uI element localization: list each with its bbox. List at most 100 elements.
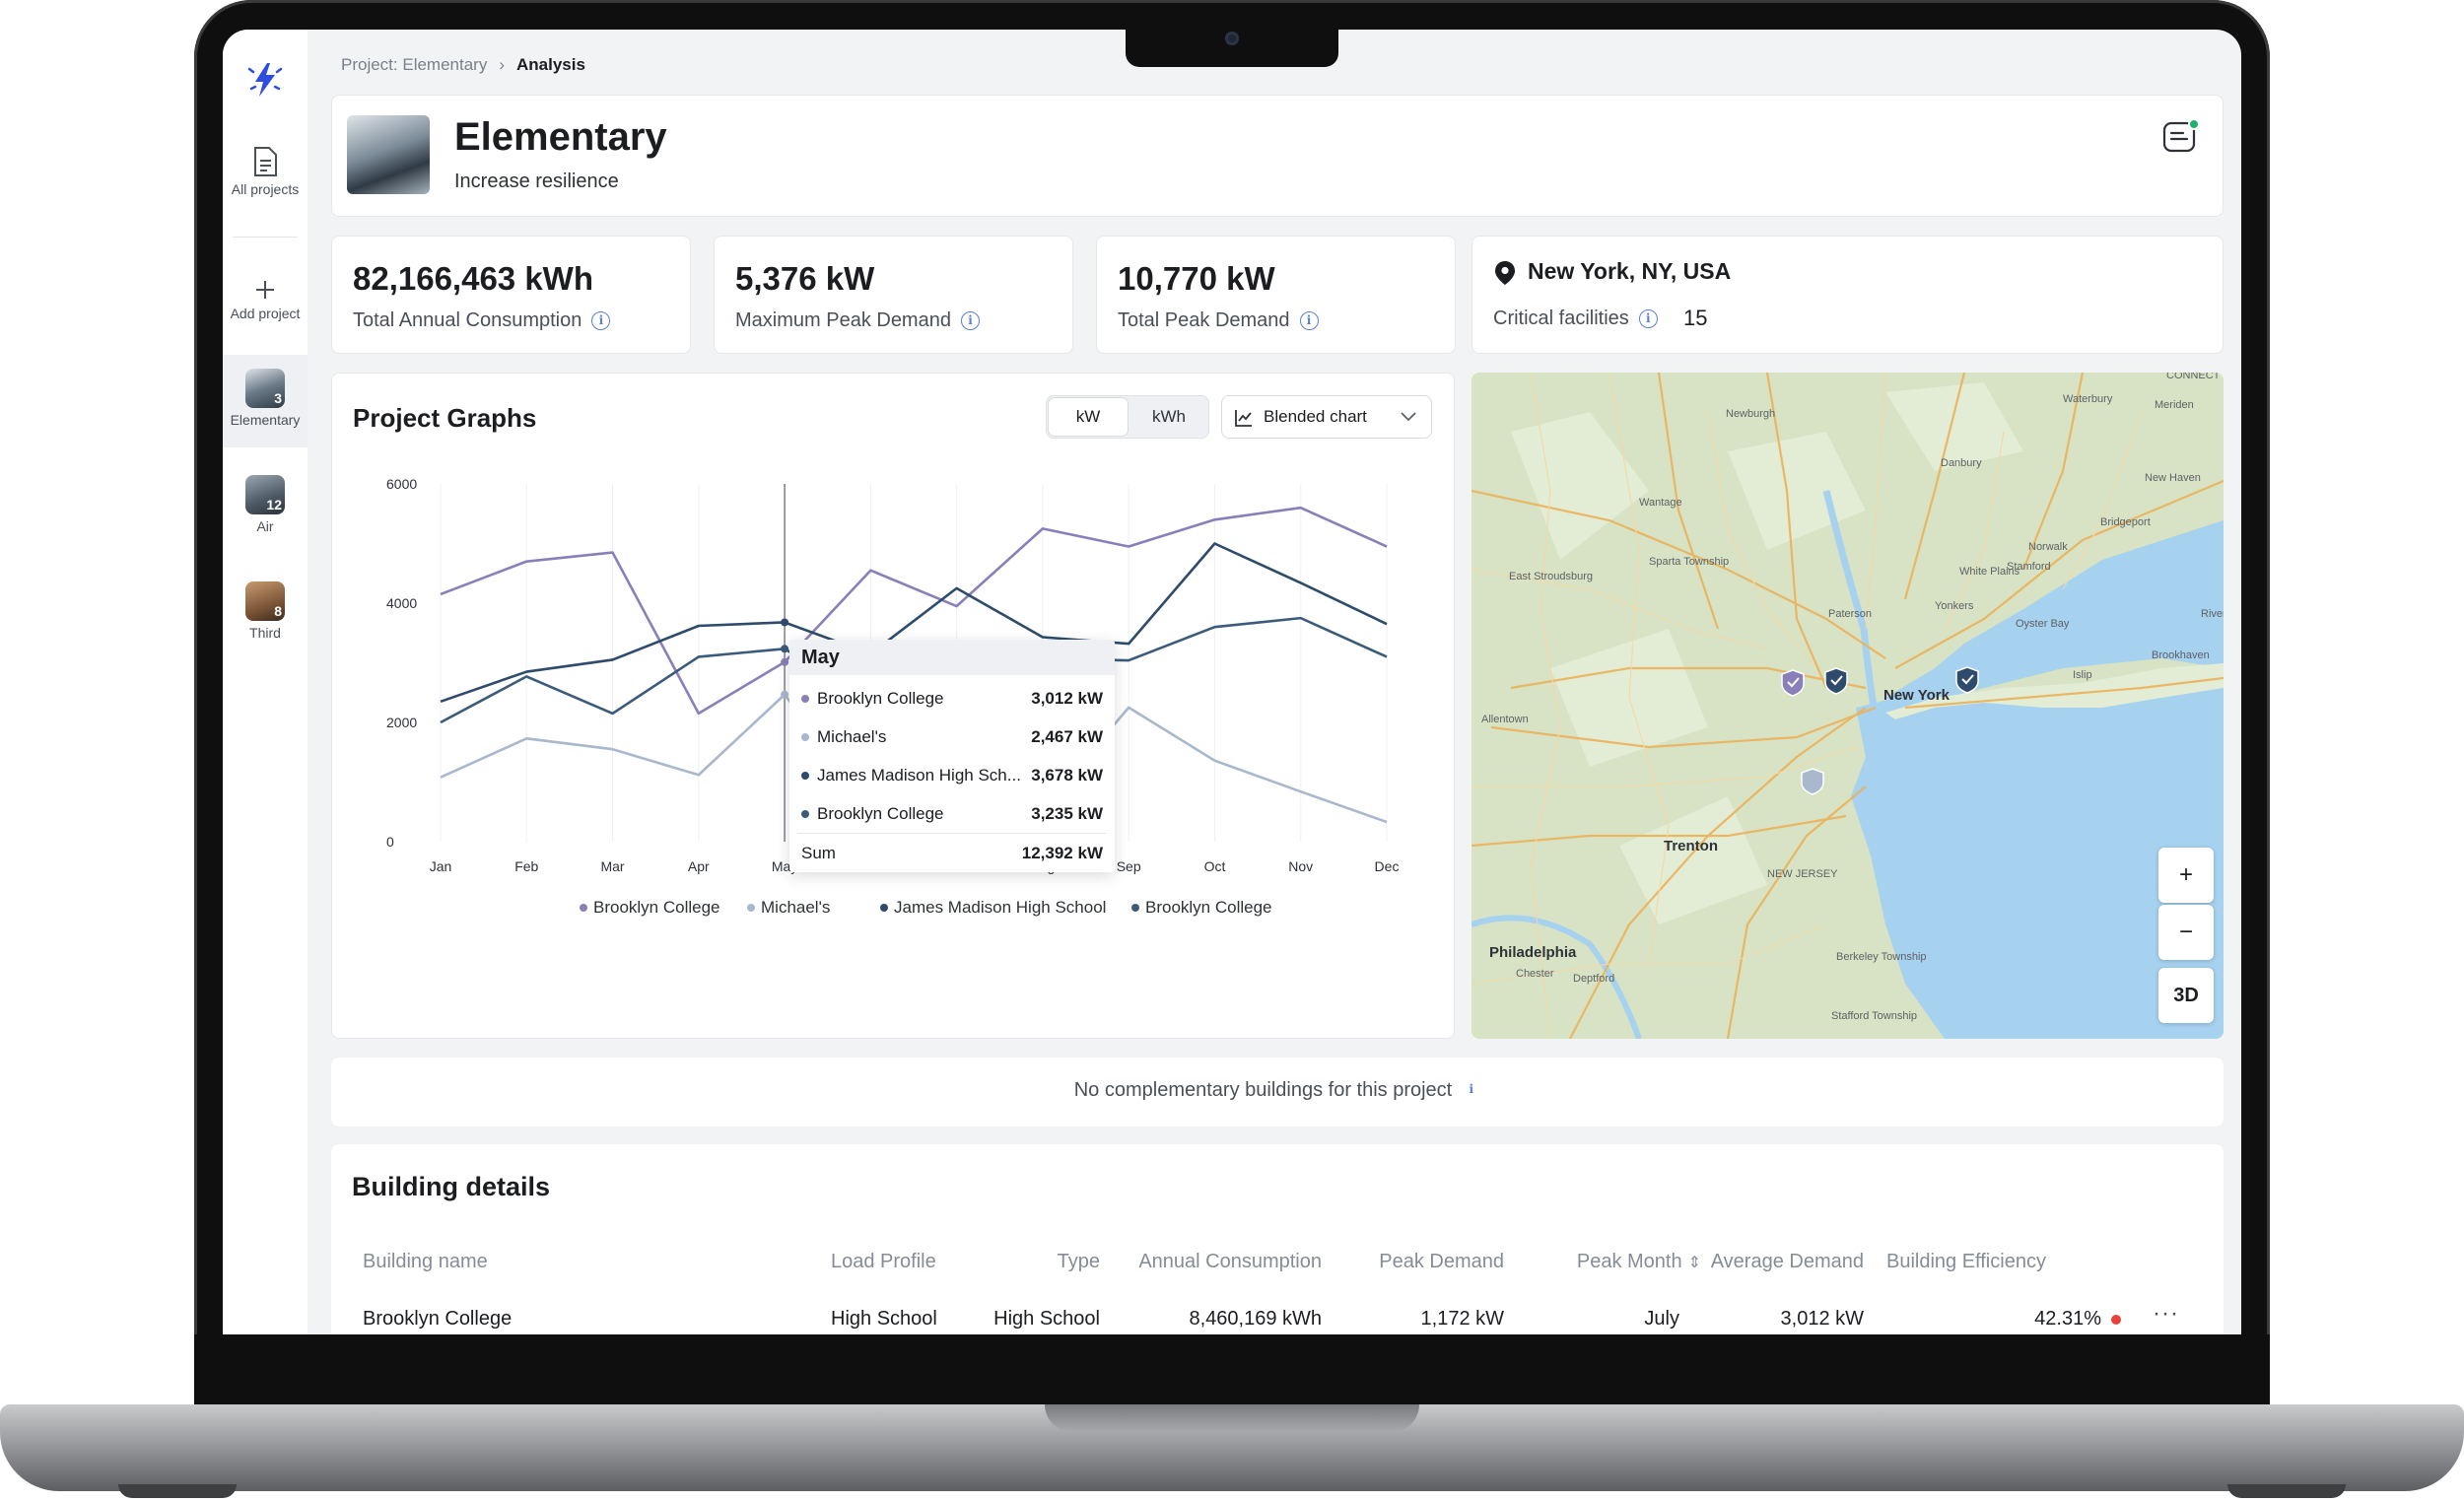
3d-view-button[interactable]: 3D [2158, 968, 2214, 1023]
line-chart-icon [1235, 410, 1252, 427]
sort-icon[interactable]: ⇕ [1687, 1255, 1701, 1271]
building-details-card: Building details Building name Load Prof… [331, 1144, 2224, 1334]
stat-label: Total Annual Consumption i [353, 309, 611, 332]
shield-marker-icon[interactable] [1781, 669, 1805, 697]
info-icon[interactable]: i [1638, 309, 1658, 329]
map-roads [1472, 373, 2143, 1039]
column-header[interactable]: Building Efficiency [1886, 1251, 2046, 1272]
stat-card-total-peak-demand: 10,770 kW Total Peak Demand i [1096, 236, 1456, 354]
stat-card-maximum-peak-demand: 5,376 kW Maximum Peak Demand i [714, 236, 1073, 354]
notice-text: No complementary buildings for this proj… [331, 1079, 2224, 1102]
plus-icon [256, 281, 274, 299]
tooltip-row: Michael's 2,467 kW [801, 727, 1103, 747]
map[interactable]: Newburgh Danbury Waterbury Meriden New Haven… [1472, 373, 2224, 1039]
breadcrumb-project-link[interactable]: Project: Elementary [341, 55, 488, 74]
building-details-title: Building details [352, 1172, 551, 1201]
project-subtitle: Increase resilience [454, 171, 619, 192]
document-icon [254, 147, 277, 176]
map-place-label: Philadelphia [1489, 944, 1577, 961]
zoom-in-button[interactable]: + [2158, 848, 2214, 903]
chart-mode-label: Blended chart [1264, 407, 1367, 426]
chat-notification-icon[interactable] [2161, 117, 2201, 157]
app-screen: All projects Add project 3 Elementary 12… [223, 30, 2241, 1334]
sidebar: All projects Add project 3 Elementary 12… [223, 30, 308, 1334]
stat-value: 10,770 kW [1118, 260, 1275, 297]
chart-mode-dropdown[interactable]: Blended chart [1221, 395, 1432, 439]
info-icon[interactable]: i [960, 311, 980, 331]
tooltip-row: Brooklyn College 3,235 kW [801, 804, 1103, 824]
map-place-label: New Haven [2145, 472, 2201, 484]
project-graphs-card: Project Graphs kW kWh Blended chart 0 200… [331, 373, 1455, 1039]
series-dot [801, 733, 809, 741]
breadcrumb: Project: Elementary › Analysis [341, 55, 585, 75]
stat-value: 5,376 kW [735, 260, 875, 297]
legend-label: Brooklyn College [593, 898, 720, 917]
legend-label: Brooklyn College [1145, 898, 1272, 917]
project-count-badge: 8 [274, 603, 282, 619]
x-tick-label: Mar [600, 858, 624, 874]
x-tick-label: Nov [1288, 858, 1313, 874]
laptop-foot [2227, 1484, 2346, 1498]
info-icon[interactable]: i [591, 311, 611, 331]
sidebar-item-third[interactable]: 8 Third [223, 581, 308, 641]
location-city: New York, NY, USA [1528, 258, 1732, 284]
sidebar-item-air[interactable]: 12 Air [223, 475, 308, 534]
column-header[interactable]: Building name [363, 1251, 488, 1272]
unit-kwh-button[interactable]: kWh [1152, 407, 1186, 426]
tooltip-series-value: 3,235 kW [1031, 804, 1103, 823]
sidebar-item-all-projects[interactable]: All projects [223, 146, 308, 197]
y-tick-label: 0 [386, 834, 394, 850]
map-place-label: Norwalk [2028, 541, 2068, 553]
laptop-opening-notch [1045, 1404, 1419, 1432]
data-point [781, 645, 789, 653]
cell-load-profile: High School [831, 1308, 937, 1330]
map-place-label: East Stroudsburg [1509, 571, 1593, 582]
x-tick-label: Oct [1204, 858, 1226, 874]
cell-type: High School [993, 1308, 1100, 1330]
series-line [440, 542, 1388, 704]
sort-column-header[interactable]: Peak Month ⇕ [1577, 1251, 1701, 1273]
column-header[interactable]: Average Demand [1710, 1251, 1864, 1272]
map-place-label: Trenton [1664, 838, 1718, 854]
stat-label: Maximum Peak Demand i [735, 309, 980, 332]
shield-marker-icon[interactable] [1801, 768, 1824, 795]
x-tick-label: Feb [514, 858, 538, 874]
map-place-label: Meriden [2155, 399, 2194, 411]
project-header: Elementary Increase resilience [331, 95, 2224, 217]
info-icon[interactable]: i [1299, 311, 1319, 331]
data-point [781, 690, 789, 699]
project-image [347, 115, 430, 194]
tooltip-series-name: Brooklyn College [817, 804, 944, 823]
bolt-logo-icon[interactable] [243, 57, 287, 101]
sidebar-item-elementary[interactable]: 3 Elementary [223, 355, 308, 447]
info-icon[interactable]: i [1469, 1082, 1474, 1097]
location-pin-icon [1495, 261, 1515, 285]
stat-card-total-annual-consumption: 82,166,463 kWh Total Annual Consumption i [331, 236, 691, 354]
map-place-label: Brookhaven [2152, 649, 2210, 661]
column-header[interactable]: Load Profile [831, 1251, 936, 1272]
column-header[interactable]: Annual Consumption [1138, 1251, 1322, 1272]
more-options-icon[interactable]: ··· [2153, 1300, 2179, 1327]
shield-marker-icon[interactable] [1955, 666, 1979, 694]
x-tick-label: Dec [1375, 858, 1400, 874]
map-place-label: Stafford Township [1831, 1010, 1917, 1022]
add-project-button[interactable]: Add project [223, 278, 308, 321]
column-header[interactable]: Type [1057, 1251, 1100, 1272]
tooltip-title: May [789, 640, 1115, 675]
unit-kw-button[interactable]: kW [1049, 398, 1128, 436]
stat-value: 82,166,463 kWh [353, 260, 593, 297]
project-count-badge: 3 [274, 390, 282, 406]
zoom-out-button[interactable]: − [2158, 905, 2214, 960]
map-place-label: Newburgh [1726, 408, 1775, 420]
x-tick-label: Jan [430, 858, 452, 874]
project-thumbnail: 3 [245, 369, 285, 408]
map-facility-markers[interactable] [1781, 666, 1979, 795]
shield-marker-icon[interactable] [1824, 667, 1848, 695]
column-header[interactable]: Peak Demand [1379, 1251, 1504, 1272]
map-place-label: Sparta Township [1649, 556, 1729, 568]
atlantic-ocean [1851, 688, 2224, 1039]
project-thumbnail: 12 [245, 475, 285, 514]
complementary-buildings-notice: No complementary buildings for this proj… [331, 1058, 2224, 1126]
map-canvas[interactable]: Newburgh Danbury Waterbury Meriden New Haven… [1472, 373, 2224, 1039]
map-place-label: Deptford [1573, 973, 1614, 985]
